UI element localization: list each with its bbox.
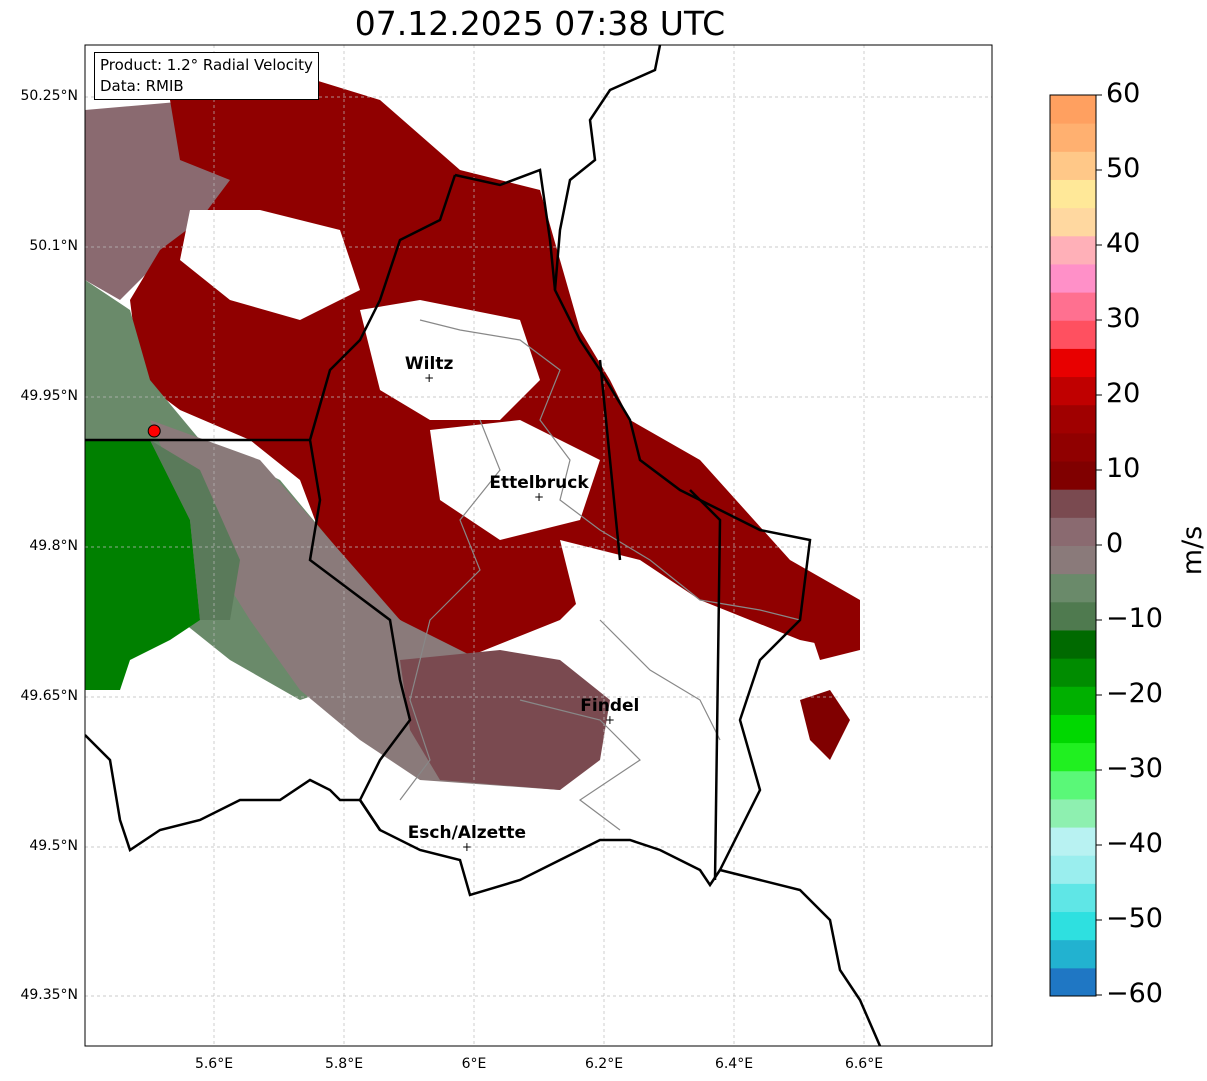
colorbar-segment xyxy=(1050,714,1096,744)
product-label: Product: 1.2° Radial Velocity xyxy=(100,56,313,74)
colorbar-segment xyxy=(1050,376,1096,406)
colorbar-segment xyxy=(1050,883,1096,913)
lon-tick: 5.8°E xyxy=(324,1056,364,1072)
colorbar-segment xyxy=(1050,95,1096,124)
colorbar-segment xyxy=(1050,658,1096,687)
colorbar-segment xyxy=(1050,123,1096,152)
colorbar-segment xyxy=(1050,404,1096,434)
colorbar-segment xyxy=(1050,320,1096,349)
colorbar-unit: m/s xyxy=(1177,525,1207,576)
colorbar-segment xyxy=(1050,770,1096,800)
colorbar-segment xyxy=(1050,348,1096,378)
lat-tick: 49.95°N xyxy=(20,388,78,404)
borders xyxy=(85,45,882,1046)
colorbar-segment xyxy=(1050,629,1096,659)
colorbar-segment xyxy=(1050,911,1096,941)
map-title: 07.12.2025 07:38 UTC xyxy=(354,4,726,43)
city-label: Findel xyxy=(580,696,640,716)
colorbar-tick: −20 xyxy=(1106,678,1163,709)
colorbar-segment xyxy=(1050,461,1096,490)
colorbar-tick: 60 xyxy=(1106,78,1141,109)
city-label: Esch/Alzette xyxy=(407,823,526,843)
lat-tick: 49.65°N xyxy=(20,688,78,704)
colorbar-tick: 20 xyxy=(1106,378,1141,409)
colorbar-segment xyxy=(1050,489,1096,518)
colorbar-segment xyxy=(1050,855,1096,884)
data-source-label: Data: RMIB xyxy=(100,77,184,95)
colorbar-tick: −30 xyxy=(1106,753,1163,784)
lat-tick: 49.5°N xyxy=(29,838,78,854)
lat-tick: 50.25°N xyxy=(20,88,78,104)
colorbar-tick: −40 xyxy=(1106,828,1163,859)
city-marker-icon: + xyxy=(424,371,434,385)
colorbar-segment xyxy=(1050,686,1096,715)
city-label: Ettelbruck xyxy=(489,473,589,493)
lon-tick: 6.6°E xyxy=(844,1056,884,1072)
lon-tick: 6.2°E xyxy=(584,1056,624,1072)
colorbar-tick: −60 xyxy=(1106,978,1163,1009)
lat-tick: 50.1°N xyxy=(29,238,78,254)
colorbar-tick: 50 xyxy=(1106,153,1141,184)
colorbar-tick: −50 xyxy=(1106,903,1163,934)
colorbar-segment xyxy=(1050,151,1096,180)
colorbar-segment xyxy=(1050,967,1096,997)
colorbar-tick: 40 xyxy=(1106,228,1141,259)
city-label: Wiltz xyxy=(404,354,454,374)
colorbar-segment xyxy=(1050,235,1096,265)
colorbar-segment xyxy=(1050,939,1096,969)
colorbar-tick: 10 xyxy=(1106,453,1141,484)
colorbar-tick: 0 xyxy=(1106,528,1124,559)
city-marker-icon: + xyxy=(462,840,472,854)
colorbar-tick: 30 xyxy=(1106,303,1141,334)
colorbar-segment xyxy=(1050,517,1096,546)
colorbar-segment xyxy=(1050,601,1096,631)
velocity-echoes xyxy=(85,60,860,790)
product-info-box: Product: 1.2° Radial Velocity Data: RMIB xyxy=(94,52,319,100)
colorbar xyxy=(1050,94,1102,997)
colorbar-tick: −10 xyxy=(1106,603,1163,634)
colorbar-segment xyxy=(1050,545,1096,575)
colorbar-segment xyxy=(1050,207,1096,237)
city-marker-icon: + xyxy=(605,713,615,727)
lat-tick: 49.8°N xyxy=(29,538,78,554)
colorbar-segment xyxy=(1050,798,1096,828)
city-marker-icon: + xyxy=(534,490,544,504)
lon-tick: 6.4°E xyxy=(714,1056,754,1072)
colorbar-segment xyxy=(1050,742,1096,772)
lon-tick: 5.6°E xyxy=(194,1056,234,1072)
colorbar-segment xyxy=(1050,827,1096,856)
colorbar-segment xyxy=(1050,179,1096,209)
radar-site-marker xyxy=(147,424,161,438)
lat-tick: 49.35°N xyxy=(20,987,78,1003)
colorbar-segment xyxy=(1050,292,1096,321)
colorbar-segment xyxy=(1050,573,1096,603)
lon-tick: 6°E xyxy=(461,1056,487,1072)
colorbar-segment xyxy=(1050,432,1096,462)
colorbar-segment xyxy=(1050,263,1096,293)
